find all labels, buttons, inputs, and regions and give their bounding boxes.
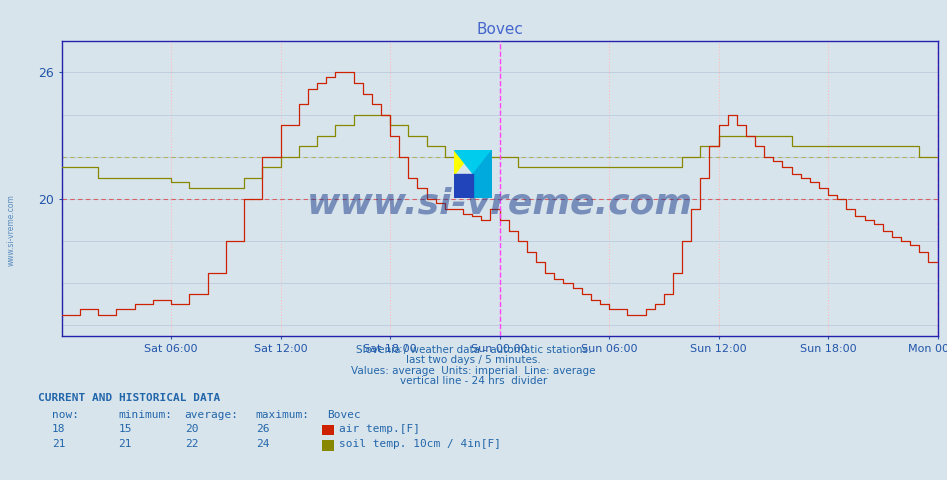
Text: CURRENT AND HISTORICAL DATA: CURRENT AND HISTORICAL DATA [38,393,220,403]
Text: www.si-vreme.com: www.si-vreme.com [7,194,16,266]
Text: maximum:: maximum: [256,409,310,420]
Text: www.si-vreme.com: www.si-vreme.com [307,186,692,220]
Text: average:: average: [185,409,239,420]
Text: air temp.[F]: air temp.[F] [339,424,420,434]
Title: Bovec: Bovec [476,22,523,37]
Text: 24: 24 [256,439,269,449]
Text: 18: 18 [52,424,65,434]
Polygon shape [474,150,492,198]
Text: 22: 22 [185,439,198,449]
Text: Bovec: Bovec [327,409,361,420]
Text: vertical line - 24 hrs  divider: vertical line - 24 hrs divider [400,376,547,386]
Polygon shape [455,150,474,174]
Text: 26: 26 [256,424,269,434]
Text: Slovenia / weather data - automatic stations.: Slovenia / weather data - automatic stat… [356,345,591,355]
Polygon shape [455,174,474,198]
Text: 21: 21 [52,439,65,449]
Text: 15: 15 [118,424,132,434]
Text: Values: average  Units: imperial  Line: average: Values: average Units: imperial Line: av… [351,366,596,376]
Text: 20: 20 [185,424,198,434]
Text: soil temp. 10cm / 4in[F]: soil temp. 10cm / 4in[F] [339,439,501,449]
Text: minimum:: minimum: [118,409,172,420]
Text: 21: 21 [118,439,132,449]
Text: last two days / 5 minutes.: last two days / 5 minutes. [406,355,541,365]
Text: now:: now: [52,409,80,420]
Polygon shape [455,150,492,174]
